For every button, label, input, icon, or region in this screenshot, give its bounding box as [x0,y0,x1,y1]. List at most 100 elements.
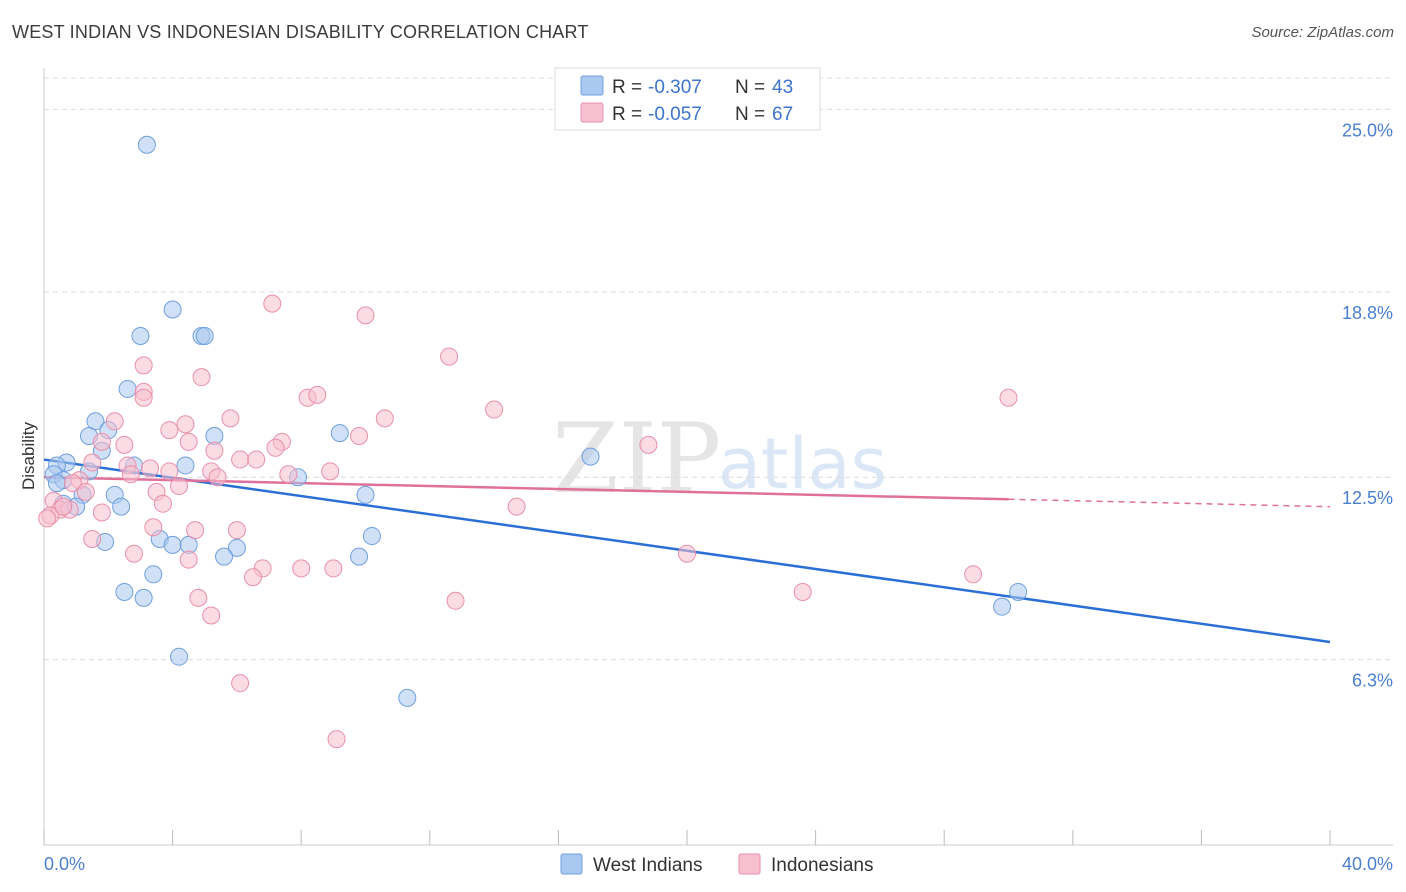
trend-line-indonesians [43,475,1009,501]
point-west-indians [362,527,381,546]
watermark: ZIP atlas [552,403,887,515]
point-indonesians [160,462,179,481]
point-west-indians [356,485,375,504]
point-west-indians [118,379,137,398]
point-indonesians [192,368,211,387]
point-west-indians [1009,582,1028,601]
legend-n-label-1: N = [735,77,765,98]
point-west-indians [112,497,131,516]
legend-n-value-1: 43 [772,77,793,98]
x-tick-label: 40.0% [1342,854,1393,874]
point-west-indians [195,326,214,345]
y-tick-label: 6.3% [1352,671,1393,691]
point-indonesians [308,385,327,404]
point-indonesians [350,427,369,446]
point-indonesians [356,306,375,325]
point-indonesians [208,468,227,487]
point-indonesians [202,606,221,625]
point-west-indians [47,474,66,493]
trend-line-indonesians-extension [1008,498,1331,508]
point-west-indians [215,547,234,566]
watermark-atlas: atlas [718,423,887,505]
point-indonesians [83,453,102,472]
point-west-indians [350,547,369,566]
y-tick-label: 12.5% [1342,488,1393,508]
x-tick-label: 0.0% [44,854,85,874]
point-west-indians [131,326,150,345]
point-west-indians [170,647,189,666]
point-indonesians [63,474,82,493]
point-indonesians [292,559,311,578]
point-indonesians [231,450,250,469]
point-indonesians [76,482,95,501]
point-west-indians [144,565,163,584]
point-indonesians [279,465,298,484]
point-indonesians [440,347,459,366]
y-tick-label: 18.8% [1342,303,1393,323]
point-indonesians [639,435,658,454]
legend: R = -0.307 N = 43 R = -0.057 N = 67 [554,67,821,131]
point-west-indians [581,447,600,466]
source-credit: Source: ZipAtlas.com [1251,24,1394,41]
point-indonesians [327,730,346,749]
point-indonesians [160,421,179,440]
legend-swatch-west-indians [580,75,604,96]
point-indonesians [999,388,1018,407]
point-indonesians [105,412,124,431]
point-indonesians [83,530,102,548]
legend-n-label-2: N = [735,104,765,125]
legend-r-label-2: R = [612,104,642,125]
legend-r-value-1: -0.307 [648,77,702,98]
point-west-indians [163,535,182,554]
point-indonesians [141,459,160,478]
y-axis-label: Disability [19,421,38,490]
legend-r-label-1: R = [612,77,642,98]
legend-n-value-2: 67 [772,104,793,125]
legend-r-value-2: -0.057 [648,104,702,125]
legend-swatch-indonesians [580,102,604,123]
point-indonesians [144,518,163,537]
y-tick-label: 25.0% [1342,120,1393,140]
point-indonesians [793,582,812,601]
point-indonesians [324,559,343,578]
point-indonesians [134,356,153,375]
bottom-legend-swatch-west-indians [560,853,583,875]
point-indonesians [227,521,246,540]
point-indonesians [507,497,526,516]
point-west-indians [134,588,153,607]
point-west-indians [163,300,182,319]
point-indonesians [179,432,198,451]
point-west-indians [176,456,195,475]
data-points [38,135,1028,749]
point-indonesians [485,400,504,419]
point-west-indians [330,424,349,443]
point-indonesians [205,441,224,460]
point-indonesians [189,588,208,607]
point-indonesians [263,294,282,313]
point-indonesians [92,432,111,451]
bottom-legend-indonesians: Indonesians [771,855,873,876]
point-indonesians [964,565,983,584]
point-indonesians [125,544,144,563]
point-west-indians [398,688,417,707]
point-indonesians [176,415,195,434]
point-indonesians [38,509,57,528]
point-indonesians [446,591,465,610]
point-indonesians [121,465,140,484]
point-indonesians [115,435,134,454]
point-indonesians [221,409,240,428]
point-indonesians [170,477,189,496]
point-indonesians [243,568,262,587]
point-indonesians [134,388,153,407]
point-west-indians [137,135,156,154]
point-west-indians [227,538,246,557]
point-indonesians [678,544,696,563]
point-indonesians [375,409,394,428]
point-indonesians [321,462,340,481]
point-indonesians [54,497,73,516]
axes: 6.3% 12.5% 18.8% 25.0% 0.0% 40.0% [43,68,1393,874]
bottom-legend: West Indians Indonesians [560,853,873,876]
point-indonesians [266,438,285,457]
point-indonesians [247,450,266,469]
